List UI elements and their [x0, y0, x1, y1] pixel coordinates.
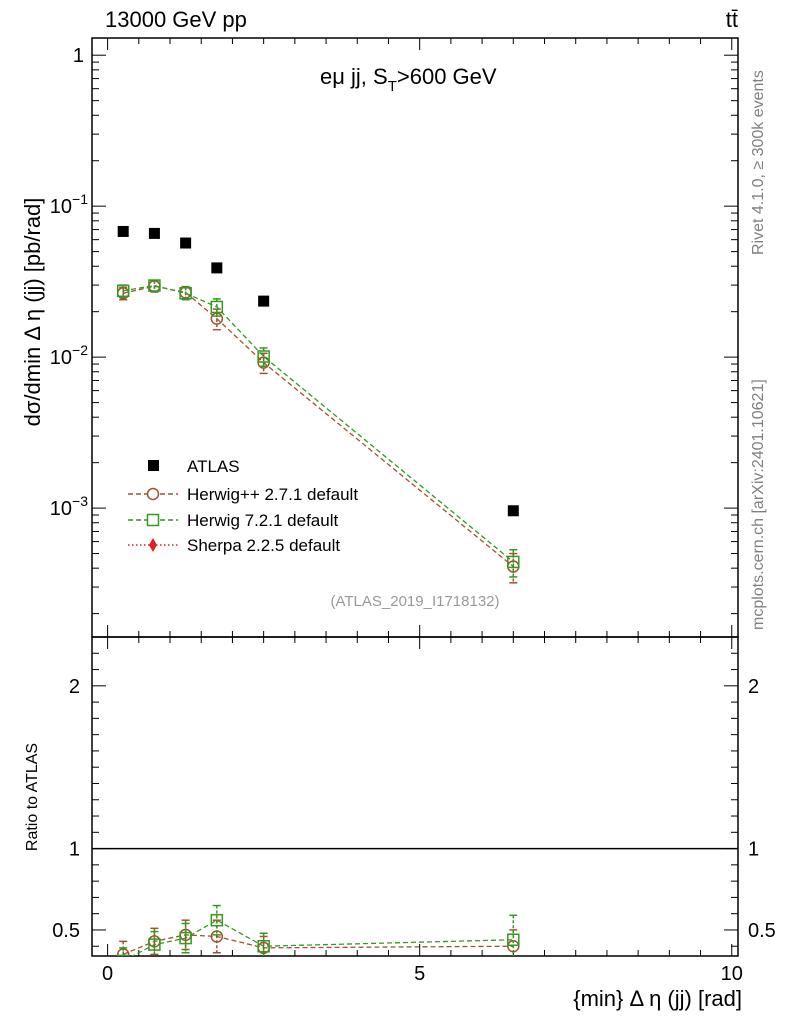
y-tick-label: 10−3	[50, 493, 88, 520]
chart-title: eμ jj, ST>600 GeV	[320, 64, 497, 95]
side-label-rivet: Rivet 4.1.0, ≥ 300k events	[750, 70, 767, 255]
legend-marker-atlas	[148, 460, 159, 471]
data-marker	[116, 284, 130, 298]
ratio-series	[116, 904, 520, 956]
header-energy: 13000 GeV pp	[105, 7, 247, 32]
y-tick-label-exp: −1	[72, 191, 88, 207]
data-marker	[210, 913, 224, 927]
ratio-y-tick-label: 0.5	[52, 920, 80, 942]
data-marker	[258, 295, 270, 307]
ratio-y-tick-label-right: 0.5	[748, 920, 776, 942]
series-2	[116, 279, 520, 578]
y-tick-label: 10−1	[50, 191, 88, 218]
data-marker	[148, 938, 161, 951]
main-axes: 110−110−210−3	[50, 38, 738, 615]
data-marker	[507, 555, 520, 569]
ratio-panel-frame	[91, 636, 739, 957]
analysis-id: (ATLAS_2019_I1718132)	[330, 593, 499, 610]
chart-title-sub: T	[388, 78, 397, 95]
ratio-y-tick-label-right: 1	[748, 839, 759, 861]
legend-label-herwig7: Herwig 7.2.1 default	[187, 511, 338, 530]
y-tick-label-base: 10	[50, 196, 72, 218]
data-marker	[179, 931, 192, 945]
legend-marker-sherpa	[149, 538, 157, 552]
legend: ATLAS Herwig++ 2.7.1 default Herwig 7.2.…	[128, 457, 358, 555]
data-marker	[211, 262, 223, 274]
data-marker	[148, 227, 160, 239]
legend-label-atlas: ATLAS	[187, 457, 240, 476]
x-tick-label: 5	[414, 963, 425, 985]
y-tick-label-exp: −2	[72, 342, 88, 358]
y-tick-label-base: 10	[50, 498, 72, 520]
ratio-series-line	[131, 919, 514, 956]
data-marker	[148, 279, 161, 292]
legend-label-herwigpp: Herwig++ 2.7.1 default	[187, 485, 358, 504]
data-marker	[116, 954, 130, 956]
y-tick-label-exp: −3	[72, 493, 88, 509]
legend-marker-herwig7	[146, 513, 160, 527]
series-0	[117, 225, 519, 517]
ratio-y-tick-label: 2	[69, 676, 80, 698]
ratio-ylabel: Ratio to ATLAS	[24, 743, 41, 851]
ratio-y-tick-label: 1	[69, 839, 80, 861]
legend-label-sherpa: Sherpa 2.2.5 default	[187, 536, 340, 555]
y-tick-label-base: 10	[50, 347, 72, 369]
legend-marker-herwigpp	[146, 487, 160, 501]
data-marker	[117, 225, 129, 237]
data-marker	[179, 286, 192, 300]
header-process: tt̄	[726, 7, 738, 32]
main-series	[116, 225, 520, 584]
data-marker	[507, 933, 520, 946]
chart-title-tail: >600 GeV	[397, 64, 497, 89]
data-marker	[257, 350, 270, 363]
data-marker	[257, 939, 270, 953]
x-tick-label: 10	[721, 963, 743, 985]
y-tick-label: 10−2	[50, 342, 88, 369]
chart-title-main: eμ jj, S	[320, 64, 388, 89]
data-marker	[210, 300, 224, 314]
main-ylabel: dσ/dmin Δ η (jj) [pb/rad]	[20, 198, 45, 427]
data-marker	[507, 505, 519, 517]
ratio-y-tick-label-right: 2	[748, 676, 759, 698]
ratio-xlabel: {min} Δ η (jj) [rad]	[573, 986, 742, 1011]
data-marker	[180, 237, 192, 249]
side-label-mcplots: mcplots.cern.ch [arXiv:2401.10621]	[750, 379, 767, 630]
ratio-series-1	[116, 904, 520, 956]
x-tick-label: 0	[102, 963, 113, 985]
y-tick-label: 1	[73, 45, 84, 67]
ratio-series-0	[116, 919, 520, 956]
ratio-axes: 0 5 100.5 0.51 12 2	[52, 625, 776, 985]
